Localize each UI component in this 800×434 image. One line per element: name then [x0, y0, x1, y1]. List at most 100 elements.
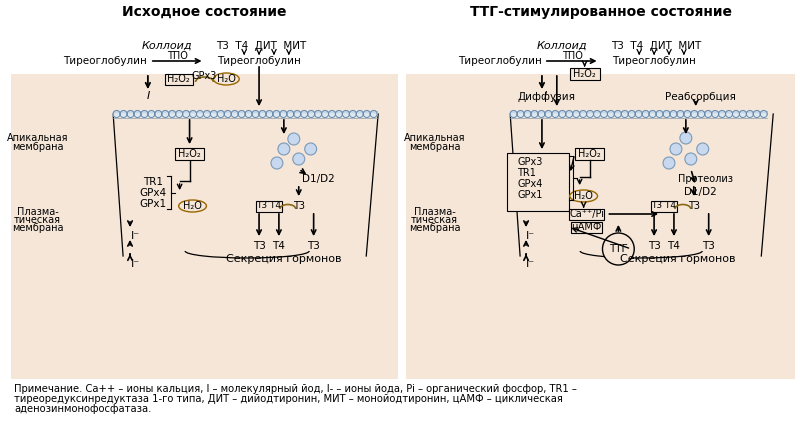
Text: Протеолиз: Протеолиз	[678, 174, 734, 184]
Polygon shape	[754, 111, 760, 114]
Polygon shape	[566, 114, 573, 118]
Text: T3: T3	[648, 241, 661, 251]
Polygon shape	[754, 114, 760, 118]
Polygon shape	[733, 111, 739, 114]
Text: ТПО: ТПО	[562, 51, 583, 61]
Circle shape	[697, 143, 709, 155]
Polygon shape	[580, 114, 586, 118]
Text: мембрана: мембрана	[12, 223, 63, 233]
Polygon shape	[524, 111, 531, 114]
Polygon shape	[663, 114, 670, 118]
Text: T3: T3	[688, 201, 700, 211]
Circle shape	[305, 143, 317, 155]
Polygon shape	[218, 111, 224, 114]
Polygon shape	[622, 111, 628, 114]
Polygon shape	[197, 114, 203, 118]
Text: цАМФ: цАМФ	[571, 222, 602, 232]
Polygon shape	[203, 111, 210, 114]
Polygon shape	[517, 111, 524, 114]
Polygon shape	[342, 114, 350, 118]
Bar	[11, 74, 398, 379]
Bar	[507, 153, 569, 211]
Polygon shape	[670, 114, 677, 118]
Polygon shape	[182, 111, 190, 114]
Text: T3: T3	[702, 241, 715, 251]
Bar	[651, 201, 677, 211]
Text: мембрана: мембрана	[409, 223, 461, 233]
Polygon shape	[712, 111, 718, 114]
Text: TR1: TR1	[143, 177, 163, 187]
Polygon shape	[712, 114, 718, 118]
Polygon shape	[259, 114, 266, 118]
Polygon shape	[350, 114, 356, 118]
Polygon shape	[287, 114, 294, 118]
Text: мембрана: мембрана	[12, 142, 63, 152]
Text: Диффузия: Диффузия	[518, 92, 576, 102]
Polygon shape	[301, 111, 308, 114]
Text: Коллоид: Коллоид	[537, 41, 587, 51]
Polygon shape	[231, 114, 238, 118]
Polygon shape	[726, 111, 733, 114]
Polygon shape	[622, 114, 628, 118]
Polygon shape	[218, 114, 224, 118]
Bar	[406, 74, 795, 379]
Polygon shape	[245, 114, 252, 118]
Polygon shape	[586, 114, 594, 118]
Text: T4: T4	[667, 241, 680, 251]
Polygon shape	[733, 114, 739, 118]
Polygon shape	[517, 114, 524, 118]
Polygon shape	[294, 114, 301, 118]
Polygon shape	[580, 111, 586, 114]
Polygon shape	[677, 111, 684, 114]
Bar	[507, 153, 569, 211]
Polygon shape	[746, 111, 754, 114]
Polygon shape	[691, 111, 698, 114]
Polygon shape	[210, 114, 218, 118]
Polygon shape	[287, 111, 294, 114]
Polygon shape	[524, 114, 531, 118]
Circle shape	[271, 157, 283, 169]
Ellipse shape	[570, 190, 598, 202]
Polygon shape	[224, 111, 231, 114]
Polygon shape	[739, 111, 746, 114]
Text: T3 T4: T3 T4	[651, 201, 677, 210]
Polygon shape	[322, 111, 329, 114]
Polygon shape	[718, 111, 726, 114]
Text: Т3  Т4  ДИТ  МИТ: Т3 Т4 ДИТ МИТ	[611, 41, 702, 51]
Polygon shape	[363, 111, 370, 114]
Polygon shape	[677, 114, 684, 118]
Text: ТТГ-стимулированное состояние: ТТГ-стимулированное состояние	[470, 5, 733, 19]
Polygon shape	[197, 111, 203, 114]
Polygon shape	[691, 114, 698, 118]
Polygon shape	[559, 111, 566, 114]
Polygon shape	[607, 111, 614, 114]
Polygon shape	[252, 111, 259, 114]
Polygon shape	[573, 111, 580, 114]
Text: Тиреоглобулин: Тиреоглобулин	[612, 56, 696, 66]
Polygon shape	[231, 111, 238, 114]
Polygon shape	[726, 114, 733, 118]
Polygon shape	[746, 114, 754, 118]
Bar	[574, 148, 605, 160]
Polygon shape	[169, 111, 176, 114]
Polygon shape	[210, 111, 218, 114]
Polygon shape	[649, 114, 656, 118]
Polygon shape	[280, 111, 287, 114]
Polygon shape	[141, 114, 148, 118]
Polygon shape	[566, 111, 573, 114]
Text: T3: T3	[253, 241, 266, 251]
Text: тиреоредуксинредуктаза 1-го типа, ДИТ – дийодтиронин, МИТ – монойодтиронин, цАМФ: тиреоредуксинредуктаза 1-го типа, ДИТ – …	[14, 394, 562, 404]
Polygon shape	[510, 114, 517, 118]
Circle shape	[288, 133, 300, 145]
Polygon shape	[601, 111, 607, 114]
Circle shape	[680, 132, 692, 144]
Text: I⁻: I⁻	[526, 259, 534, 269]
Text: GPx1: GPx1	[517, 190, 542, 200]
Ellipse shape	[214, 73, 239, 85]
Polygon shape	[350, 111, 356, 114]
Polygon shape	[635, 114, 642, 118]
Polygon shape	[552, 111, 559, 114]
Text: GPx4: GPx4	[139, 188, 166, 198]
Polygon shape	[245, 111, 252, 114]
Text: T3: T3	[293, 201, 305, 211]
